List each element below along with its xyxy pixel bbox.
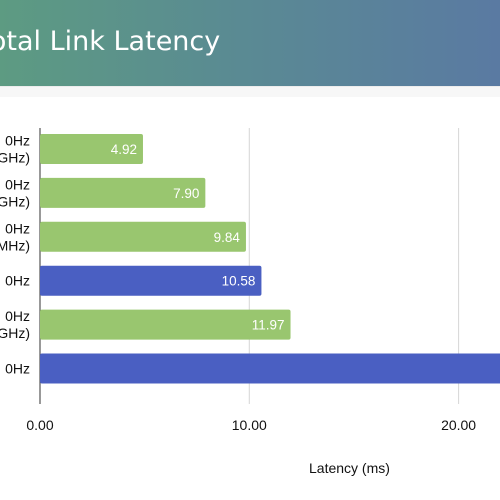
category-label: GHz) — [0, 150, 30, 166]
bar-data-label: 11.97 — [252, 318, 285, 333]
bar — [40, 221, 246, 252]
bar-data-label: 10.58 — [222, 274, 256, 289]
x-tick-label: 10.00 — [232, 417, 267, 433]
bar — [40, 134, 143, 164]
x-axis-title: Latency (ms) — [309, 460, 390, 476]
category-label: 0Hz — [5, 220, 30, 236]
bar-data-label: 9.84 — [214, 230, 241, 245]
bar-data-label: 4.92 — [111, 142, 137, 157]
bar — [40, 309, 291, 340]
bar — [40, 353, 500, 384]
chart-title: Total Link Latency — [0, 26, 221, 57]
x-tick-label: 20.00 — [441, 417, 476, 433]
bar-data-label: 7.90 — [173, 186, 199, 201]
category-label: 0Hz — [5, 361, 30, 377]
category-label: 0Hz — [5, 133, 30, 149]
category-label: GHz) — [0, 193, 30, 209]
category-label: GHz) — [0, 325, 30, 341]
category-label: 0Hz — [5, 176, 30, 192]
bar — [40, 177, 206, 208]
category-label: MHz) — [0, 237, 30, 253]
x-tick-label: 0.00 — [26, 417, 53, 433]
category-label: 0Hz — [5, 273, 30, 289]
header-divider — [0, 86, 500, 97]
chart-header: Total Link Latency — [0, 0, 500, 86]
bar — [40, 265, 262, 296]
category-label: 0Hz — [5, 308, 30, 324]
